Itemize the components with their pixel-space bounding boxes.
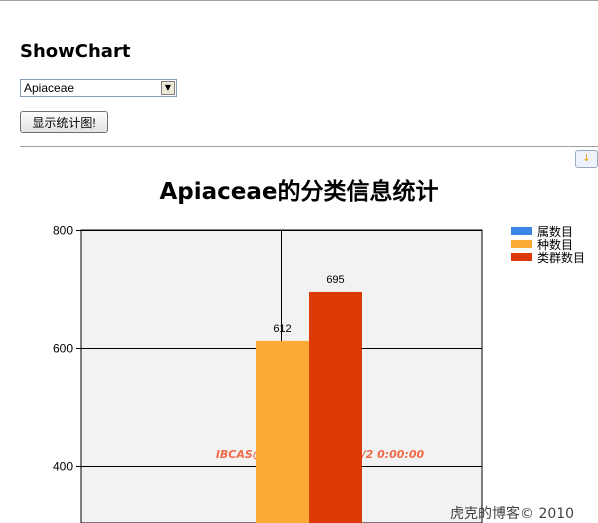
y-tick-label: 800 <box>53 224 73 238</box>
chevron-down-icon[interactable]: ▼ <box>161 81 175 95</box>
family-select-value: Apiaceae <box>24 81 75 95</box>
blog-credit: 虎克的博客© 2010 <box>450 506 575 522</box>
bar-data-label: 695 <box>326 274 344 286</box>
page-title: ShowChart <box>20 41 131 62</box>
top-divider <box>0 0 598 1</box>
bar-species <box>256 340 309 523</box>
legend-swatch <box>511 253 532 261</box>
download-arrow-icon[interactable]: ↓ <box>575 150 598 168</box>
family-select[interactable]: Apiaceae ▼ <box>20 79 177 97</box>
legend-swatch <box>511 227 532 235</box>
chart-title: Apiaceae的分类信息统计 <box>159 179 439 205</box>
legend-label: 类群数目 <box>537 250 585 265</box>
legend-label: 种数目 <box>537 237 573 252</box>
show-chart-button[interactable]: 显示统计图! <box>20 111 108 133</box>
y-tick-label: 400 <box>53 460 73 474</box>
bar-data-label: 612 <box>273 323 291 335</box>
legend-swatch <box>511 240 532 248</box>
bar-taxa <box>309 291 362 523</box>
y-tick-label: 600 <box>53 342 73 356</box>
section-divider <box>20 146 598 147</box>
legend-label: 属数目 <box>537 224 573 239</box>
